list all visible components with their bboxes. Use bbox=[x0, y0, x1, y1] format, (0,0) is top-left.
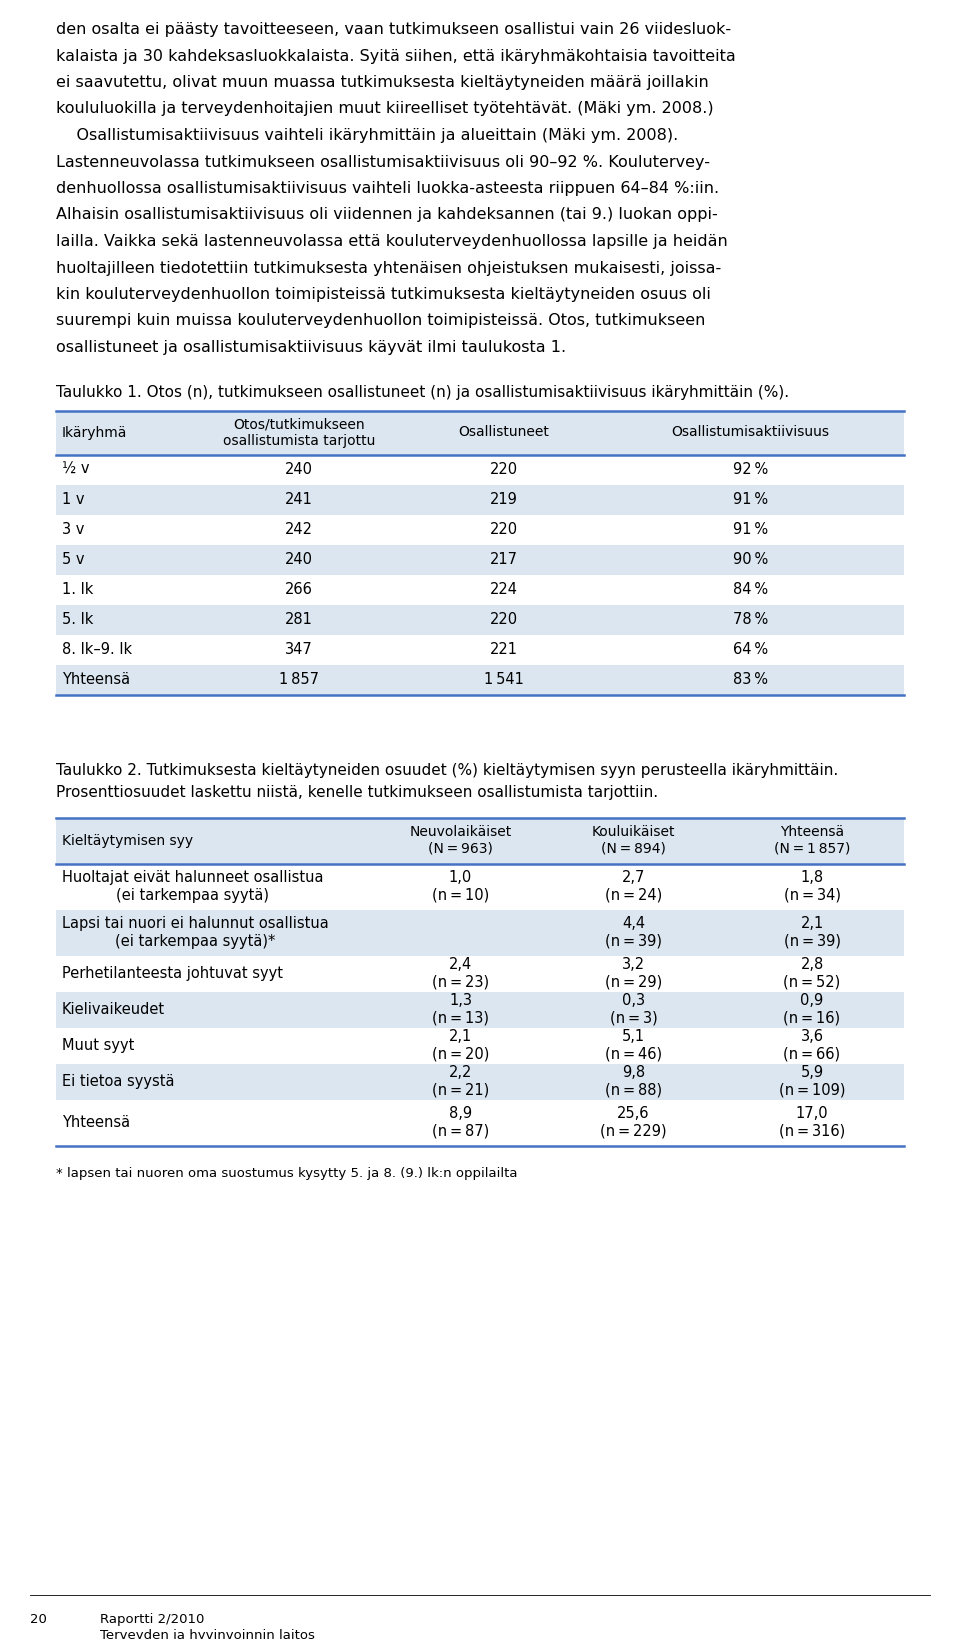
Text: suurempi kuin muissa kouluterveydenhuollon toimipisteissä. Otos, tutkimukseen: suurempi kuin muissa kouluterveydenhuoll… bbox=[56, 313, 706, 328]
Text: Perhetilanteesta johtuvat syyt: Perhetilanteesta johtuvat syyt bbox=[62, 965, 283, 982]
Bar bbox=[56, 485, 904, 515]
Text: 20: 20 bbox=[30, 1613, 47, 1626]
Text: 17,0
(n = 316): 17,0 (n = 316) bbox=[779, 1106, 845, 1139]
Text: 91 %: 91 % bbox=[732, 521, 768, 538]
Text: 84 %: 84 % bbox=[732, 582, 768, 597]
Text: 0,3
(n = 3): 0,3 (n = 3) bbox=[610, 993, 658, 1026]
Text: ei saavutettu, olivat muun muassa tutkimuksesta kieltäytyneiden määrä joillakin: ei saavutettu, olivat muun muassa tutkim… bbox=[56, 75, 708, 90]
Text: Kieltäytymisen syy: Kieltäytymisen syy bbox=[62, 834, 193, 847]
Text: 220: 220 bbox=[490, 521, 518, 538]
Text: 4,4
(n = 39): 4,4 (n = 39) bbox=[605, 916, 662, 949]
Text: 1 v: 1 v bbox=[62, 492, 84, 506]
Text: Yhteensä: Yhteensä bbox=[62, 672, 131, 687]
Text: Yhteensä: Yhteensä bbox=[62, 1115, 131, 1129]
Text: 2,8
(n = 52): 2,8 (n = 52) bbox=[783, 957, 841, 990]
Text: 91 %: 91 % bbox=[732, 492, 768, 506]
Text: 1,0
(n = 10): 1,0 (n = 10) bbox=[432, 870, 490, 903]
Text: Taulukko 2. Tutkimuksesta kieltäytyneiden osuudet (%) kieltäytymisen syyn perust: Taulukko 2. Tutkimuksesta kieltäytyneide… bbox=[56, 762, 838, 777]
Text: Kielivaikeudet: Kielivaikeudet bbox=[62, 1001, 165, 1018]
Text: huoltajilleen tiedotettiin tutkimuksesta yhtenäisen ohjeistuksen mukaisesti, joi: huoltajilleen tiedotettiin tutkimuksesta… bbox=[56, 261, 721, 275]
Text: 241: 241 bbox=[285, 492, 313, 506]
Text: Ikäryhmä: Ikäryhmä bbox=[62, 426, 128, 439]
Text: Lapsi tai nuori ei halunnut osallistua
(ei tarkempaa syytä)*: Lapsi tai nuori ei halunnut osallistua (… bbox=[62, 916, 328, 949]
Bar bbox=[56, 410, 904, 454]
Text: kalaista ja 30 kahdeksasluokkalaista. Syitä siihen, että ikäryhmäkohtaisia tavoi: kalaista ja 30 kahdeksasluokkalaista. Sy… bbox=[56, 49, 735, 64]
Text: lailla. Vaikka sekä lastenneuvolassa että kouluterveydenhuollossa lapsille ja he: lailla. Vaikka sekä lastenneuvolassa ett… bbox=[56, 234, 728, 249]
Text: 5. lk: 5. lk bbox=[62, 611, 93, 628]
Text: 3 v: 3 v bbox=[62, 521, 84, 538]
Text: ½ v: ½ v bbox=[62, 462, 89, 477]
Text: 2,2
(n = 21): 2,2 (n = 21) bbox=[432, 1065, 490, 1098]
Bar bbox=[56, 605, 904, 634]
Text: 1 857: 1 857 bbox=[279, 672, 319, 687]
Text: osallistuneet ja osallistumisaktiivisuus käyvät ilmi taulukosta 1.: osallistuneet ja osallistumisaktiivisuus… bbox=[56, 339, 566, 356]
Text: Osallistuneet: Osallistuneet bbox=[459, 426, 549, 439]
Text: 64 %: 64 % bbox=[732, 642, 768, 657]
Text: 217: 217 bbox=[490, 552, 518, 567]
Text: 2,1
(n = 20): 2,1 (n = 20) bbox=[432, 1029, 490, 1062]
Text: 78 %: 78 % bbox=[732, 611, 768, 628]
Text: 240: 240 bbox=[285, 552, 313, 567]
Text: 92 %: 92 % bbox=[732, 462, 768, 477]
Bar bbox=[56, 818, 904, 864]
Text: 25,6
(n = 229): 25,6 (n = 229) bbox=[600, 1106, 667, 1139]
Text: Osallistumisaktiivisuus: Osallistumisaktiivisuus bbox=[671, 426, 829, 439]
Text: Neuvolaikäiset
(N = 963): Neuvolaikäiset (N = 963) bbox=[409, 826, 512, 856]
Text: Taulukko 1. Otos (n), tutkimukseen osallistuneet (n) ja osallistumisaktiivisuus : Taulukko 1. Otos (n), tutkimukseen osall… bbox=[56, 385, 789, 400]
Text: Huoltajat eivät halunneet osallistua
(ei tarkempaa syytä): Huoltajat eivät halunneet osallistua (ei… bbox=[62, 870, 324, 903]
Text: Muut syyt: Muut syyt bbox=[62, 1037, 134, 1052]
Text: 1,3
(n = 13): 1,3 (n = 13) bbox=[432, 993, 489, 1026]
Text: den osalta ei päästy tavoitteeseen, vaan tutkimukseen osallistui vain 26 viidesl: den osalta ei päästy tavoitteeseen, vaan… bbox=[56, 21, 732, 38]
Text: kin kouluterveydenhuollon toimipisteissä tutkimuksesta kieltäytyneiden osuus oli: kin kouluterveydenhuollon toimipisteissä… bbox=[56, 287, 710, 302]
Text: 242: 242 bbox=[285, 521, 313, 538]
Text: 3,2
(n = 29): 3,2 (n = 29) bbox=[605, 957, 662, 990]
Text: 281: 281 bbox=[285, 611, 313, 628]
Text: Alhaisin osallistumisaktiivisuus oli viidennen ja kahdeksannen (tai 9.) luokan o: Alhaisin osallistumisaktiivisuus oli vii… bbox=[56, 208, 718, 223]
Text: 219: 219 bbox=[490, 492, 518, 506]
Text: 221: 221 bbox=[490, 642, 518, 657]
Text: Raportti 2/2010: Raportti 2/2010 bbox=[100, 1613, 204, 1626]
Text: 90 %: 90 % bbox=[732, 552, 768, 567]
Bar bbox=[56, 544, 904, 575]
Text: Terveyden ja hyvinvoinnin laitos: Terveyden ja hyvinvoinnin laitos bbox=[100, 1629, 315, 1639]
Text: 5,9
(n = 109): 5,9 (n = 109) bbox=[779, 1065, 845, 1098]
Text: 2,4
(n = 23): 2,4 (n = 23) bbox=[432, 957, 489, 990]
Text: 3,6
(n = 66): 3,6 (n = 66) bbox=[783, 1029, 841, 1062]
Text: koululuokilla ja terveydenhoitajien muut kiireelliset työtehtävät. (Mäki ym. 200: koululuokilla ja terveydenhoitajien muut… bbox=[56, 102, 713, 116]
Text: * lapsen tai nuoren oma suostumus kysytty 5. ja 8. (9.) lk:n oppilailta: * lapsen tai nuoren oma suostumus kysytt… bbox=[56, 1167, 517, 1180]
Text: Kouluikäiset
(N = 894): Kouluikäiset (N = 894) bbox=[591, 826, 675, 856]
Text: Ei tietoa syystä: Ei tietoa syystä bbox=[62, 1074, 175, 1088]
Text: 1,8
(n = 34): 1,8 (n = 34) bbox=[783, 870, 841, 903]
Text: 83 %: 83 % bbox=[733, 672, 768, 687]
Text: 5 v: 5 v bbox=[62, 552, 84, 567]
Text: 224: 224 bbox=[490, 582, 518, 597]
Bar bbox=[56, 664, 904, 695]
Text: 2,1
(n = 39): 2,1 (n = 39) bbox=[783, 916, 841, 949]
Text: Otos/tutkimukseen
osallistumista tarjottu: Otos/tutkimukseen osallistumista tarjott… bbox=[223, 418, 375, 447]
Bar bbox=[56, 1064, 904, 1100]
Text: 220: 220 bbox=[490, 462, 518, 477]
Text: 8,9
(n = 87): 8,9 (n = 87) bbox=[432, 1106, 490, 1139]
Text: 1 541: 1 541 bbox=[484, 672, 524, 687]
Text: Osallistumisaktiivisuus vaihteli ikäryhmittäin ja alueittain (Mäki ym. 2008).: Osallistumisaktiivisuus vaihteli ikäryhm… bbox=[56, 128, 679, 143]
Text: 8. lk–9. lk: 8. lk–9. lk bbox=[62, 642, 132, 657]
Text: 266: 266 bbox=[285, 582, 313, 597]
Text: 9,8
(n = 88): 9,8 (n = 88) bbox=[605, 1065, 662, 1098]
Text: 1. lk: 1. lk bbox=[62, 582, 93, 597]
Text: 5,1
(n = 46): 5,1 (n = 46) bbox=[605, 1029, 662, 1062]
Text: 2,7
(n = 24): 2,7 (n = 24) bbox=[605, 870, 662, 903]
Text: Prosenttiosuudet laskettu niistä, kenelle tutkimukseen osallistumista tarjottiin: Prosenttiosuudet laskettu niistä, kenell… bbox=[56, 785, 659, 800]
Text: denhuollossa osallistumisaktiivisuus vaihteli luokka-asteesta riippuen 64–84 %:i: denhuollossa osallistumisaktiivisuus vai… bbox=[56, 180, 719, 197]
Text: 0,9
(n = 16): 0,9 (n = 16) bbox=[783, 993, 841, 1026]
Text: Lastenneuvolassa tutkimukseen osallistumisaktiivisuus oli 90–92 %. Koulutervey-: Lastenneuvolassa tutkimukseen osallistum… bbox=[56, 154, 710, 169]
Text: 240: 240 bbox=[285, 462, 313, 477]
Text: 347: 347 bbox=[285, 642, 313, 657]
Text: Yhteensä
(N = 1 857): Yhteensä (N = 1 857) bbox=[774, 826, 851, 856]
Bar bbox=[56, 910, 904, 956]
Bar bbox=[56, 992, 904, 1028]
Text: 220: 220 bbox=[490, 611, 518, 628]
